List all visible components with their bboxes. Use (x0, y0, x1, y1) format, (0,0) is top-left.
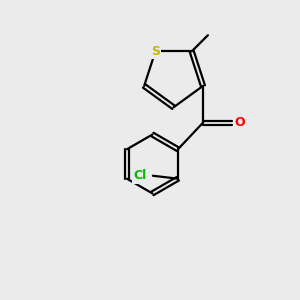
Text: O: O (235, 116, 245, 129)
Text: Cl: Cl (134, 169, 147, 182)
Text: S: S (151, 45, 160, 58)
